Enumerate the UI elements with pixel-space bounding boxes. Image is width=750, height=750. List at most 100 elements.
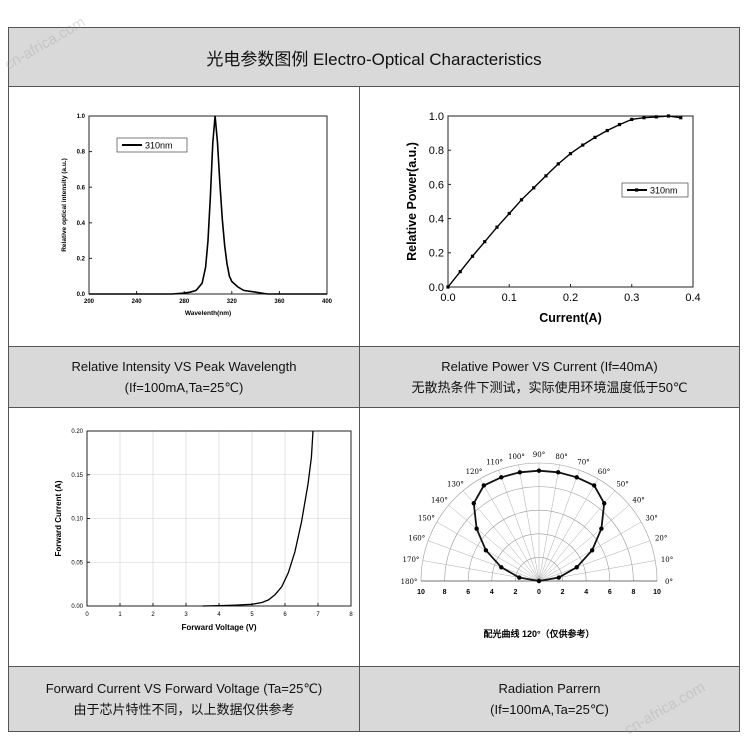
angle-label: 100° (508, 453, 525, 461)
polar-spoke (428, 540, 540, 582)
page-title: 光电参数图例 Electro-Optical Characteristics (8, 27, 740, 87)
y-tick-label: 1.0 (429, 111, 444, 123)
data-point (536, 578, 542, 584)
y-tick-label: 0.0 (429, 282, 444, 294)
caption-radiation-conditions: (If=100mA,Ta=25℃) (490, 702, 609, 717)
radial-tick-label: 6 (608, 589, 612, 596)
legend-label: 310nm (145, 141, 173, 151)
data-point (666, 114, 671, 118)
polar-spoke (538, 464, 560, 582)
data-point (568, 152, 573, 156)
power-chart: 0.0 0.1 0.2 0.3 0.4 0.0 0.2 0.4 0.6 0.8 1.0 Current… (405, 111, 701, 325)
polar-spoke (538, 540, 650, 582)
data-point (471, 501, 476, 506)
angle-label: 50° (616, 481, 628, 489)
angle-label: 160° (408, 535, 425, 543)
data-point (574, 475, 579, 480)
y-tick-label: 0.4 (429, 213, 444, 225)
angle-label: 150° (418, 515, 435, 523)
spectrum-chart: 200 240 280 320 360 400 0.0 0.2 0.4 0.6 0.8 1.0 Wave… (61, 114, 333, 317)
x-tick-label: 0.1 (502, 292, 517, 304)
radial-tick-label: 2 (513, 589, 517, 596)
data-point (499, 565, 504, 570)
series-line (202, 430, 314, 607)
data-point (474, 526, 479, 531)
angle-label: 130° (447, 481, 464, 489)
caption-iv: Forward Current VS Forward Voltage (Ta=2… (9, 666, 359, 731)
data-point (519, 198, 524, 202)
y-tick-label: 1.0 (77, 114, 86, 120)
data-point (593, 135, 597, 139)
data-point (470, 254, 475, 258)
iv-chart: 0 1 2 3 4 5 6 7 8 0.00 0.05 0.10 0.15 0.20 Forward Vol… (54, 429, 353, 632)
radial-tick-label: 2 (561, 589, 565, 596)
angle-label: 70° (577, 459, 589, 467)
data-point (630, 117, 634, 122)
data-point (599, 526, 604, 531)
polar-spoke (518, 464, 540, 582)
polar-spoke (448, 504, 540, 582)
caption-radiation-title: Radiation Parrern (498, 681, 601, 696)
x-tick-label: 6 (283, 612, 287, 618)
angle-label: 80° (555, 453, 567, 461)
x-axis-label: Wavelenth(nm) (185, 310, 231, 317)
y-tick-label: 0.2 (77, 257, 86, 263)
x-tick-label: 0.0 (440, 292, 455, 304)
angle-label: 170° (403, 556, 420, 564)
x-tick-label: 8 (349, 612, 353, 618)
plot-frame (447, 115, 694, 288)
data-point (536, 468, 542, 473)
legend-label: 310nm (650, 186, 678, 196)
x-axis-label: Forward Voltage (V) (182, 623, 257, 632)
x-tick-label: 0.2 (563, 292, 578, 304)
data-point (483, 240, 487, 244)
caption-iv-note: 由于芯片特性不同，以上数据仅供参考 (73, 702, 295, 717)
polar-spoke (498, 470, 540, 582)
data-point (556, 575, 561, 580)
angle-label: 120° (466, 468, 483, 476)
angle-label: 60° (598, 468, 610, 476)
data-point (617, 122, 622, 127)
data-point (642, 116, 646, 120)
caption-intensity-title: Relative Intensity VS Peak Wavelength (71, 359, 297, 374)
y-tick-label: 0.20 (71, 429, 83, 435)
legend-marker (635, 188, 639, 192)
x-tick-label: 400 (322, 299, 333, 305)
data-point (591, 483, 597, 488)
y-tick-label: 0.6 (429, 179, 444, 191)
data-point (544, 174, 548, 178)
radiation-chart: 0° 10° 20° 30° 40° 50° 60° 70° 80° 90° 100° 110°120… (401, 451, 674, 639)
polar-spoke (538, 478, 599, 582)
y-tick-label: 0.00 (71, 604, 83, 610)
data-point (517, 470, 523, 475)
plot-frame (88, 115, 328, 295)
angle-label: 140° (431, 496, 448, 504)
angle-label: 110° (486, 459, 503, 467)
radial-tick-label: 0 (537, 589, 541, 596)
radial-tick-label: 6 (466, 589, 470, 596)
data-point (458, 270, 462, 274)
caption-power: Relative Power VS Current (If=40mA) 无散热条… (360, 346, 739, 408)
y-tick-label: 0.8 (77, 150, 86, 156)
x-tick-label: 200 (84, 299, 95, 305)
radiation-subtitle: 配光曲线 120°（仅供参考） (483, 628, 594, 639)
y-tick-label: 0.15 (71, 473, 83, 479)
data-point (517, 575, 522, 580)
x-tick-label: 1 (118, 612, 122, 618)
angle-label: 10° (661, 556, 673, 564)
caption-intensity: Relative Intensity VS Peak Wavelength (I… (9, 346, 359, 408)
caption-intensity-conditions: (If=100mA,Ta=25℃) (124, 380, 244, 395)
column-divider (359, 87, 360, 732)
y-axis-label: Forward Current (A) (54, 480, 63, 556)
power-panel: 0.0 0.1 0.2 0.3 0.4 0.0 0.2 0.4 0.6 0.8 1.0 Current… (360, 88, 739, 346)
y-tick-label: 0.4 (77, 221, 86, 227)
radial-tick-label: 8 (443, 589, 447, 596)
angle-label: 40° (632, 496, 644, 504)
caption-power-title: Relative Power VS Current (If=40mA) (441, 359, 658, 374)
data-point (654, 115, 658, 119)
angle-label: 180° (401, 578, 418, 586)
y-axis-label: Relative optical intensity (a.u.) (61, 158, 68, 252)
polar-spoke (538, 470, 580, 582)
caption-power-note: 无散热条件下测试，实际使用环境温度低于50℃ (411, 380, 688, 395)
y-tick-label: 0.6 (77, 185, 86, 191)
